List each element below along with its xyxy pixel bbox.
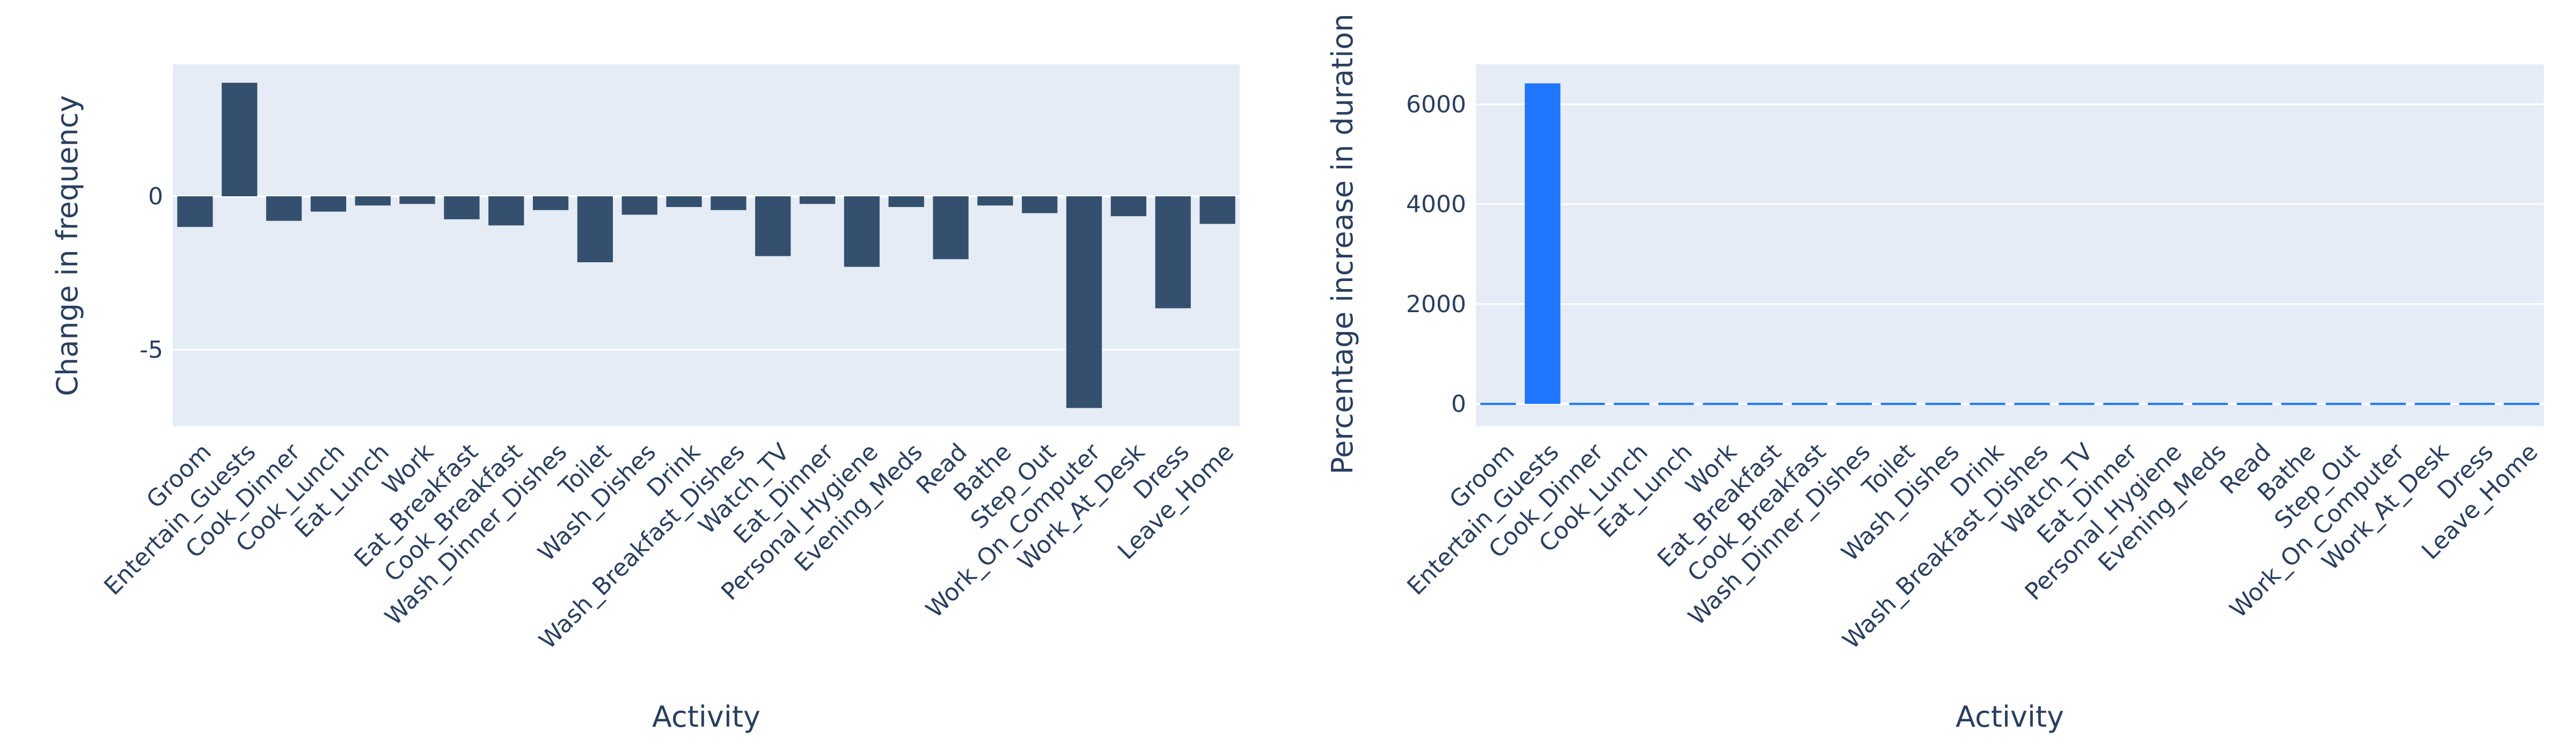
bar xyxy=(2192,403,2228,405)
bar xyxy=(310,196,347,212)
bar xyxy=(666,196,702,207)
bar xyxy=(2459,403,2495,405)
y-tick-label: 4000 xyxy=(1406,191,1466,218)
bar xyxy=(755,196,791,256)
y-tick-label: 6000 xyxy=(1406,91,1466,118)
bar xyxy=(1614,403,1650,405)
y-axis-title: Percentage increase in duration xyxy=(1326,13,1359,474)
y-axis-title: Change in frequency xyxy=(50,95,84,396)
bar xyxy=(2014,403,2050,405)
bar xyxy=(1658,403,1694,405)
bar xyxy=(2103,403,2139,405)
frequency-chart: 0-5GroomEntertain_GuestsCook_DinnerCook_… xyxy=(50,64,1240,734)
bar xyxy=(2059,403,2095,405)
y-tick-label: 0 xyxy=(1451,390,1466,418)
bar xyxy=(621,196,657,215)
bar xyxy=(2504,403,2540,405)
bar xyxy=(2236,403,2273,405)
bar xyxy=(711,196,747,210)
bar xyxy=(1155,196,1191,308)
bar xyxy=(266,196,302,221)
bar xyxy=(1066,196,1102,408)
bar xyxy=(177,196,213,227)
bar xyxy=(1880,403,1916,405)
y-tick-label: 2000 xyxy=(1406,291,1466,318)
bar xyxy=(532,196,569,210)
plot-background xyxy=(1476,64,2544,426)
bar xyxy=(444,196,480,219)
bar xyxy=(577,196,613,262)
bar xyxy=(844,196,880,267)
bar xyxy=(355,196,391,206)
plot-background xyxy=(173,64,1240,426)
bar xyxy=(799,196,836,204)
bar xyxy=(1702,403,1739,405)
bar xyxy=(2325,403,2362,405)
bar xyxy=(1569,403,1605,405)
bar xyxy=(977,196,1013,206)
bar xyxy=(2148,403,2184,405)
bar xyxy=(933,196,969,260)
bar xyxy=(2414,403,2450,405)
duration-chart: 0200040006000GroomEntertain_GuestsCook_D… xyxy=(1326,13,2544,734)
x-axis-title: Activity xyxy=(652,700,760,734)
y-tick-label: -5 xyxy=(140,336,163,364)
x-axis-title: Activity xyxy=(1956,700,2064,734)
bar xyxy=(1747,403,1783,405)
bar xyxy=(1110,196,1147,217)
bar xyxy=(1480,403,1516,405)
bar xyxy=(1836,403,1872,405)
bar xyxy=(2281,403,2317,405)
bar xyxy=(222,83,258,196)
y-tick-label: 0 xyxy=(148,183,163,210)
bar xyxy=(1022,196,1058,213)
bar xyxy=(888,196,924,207)
bar xyxy=(488,196,524,226)
bar xyxy=(1970,403,2006,405)
bar xyxy=(1525,83,1561,404)
bar xyxy=(1199,196,1235,224)
bar xyxy=(399,196,435,204)
bar xyxy=(1925,403,1961,405)
bar xyxy=(2370,403,2406,405)
bar xyxy=(1791,403,1828,405)
